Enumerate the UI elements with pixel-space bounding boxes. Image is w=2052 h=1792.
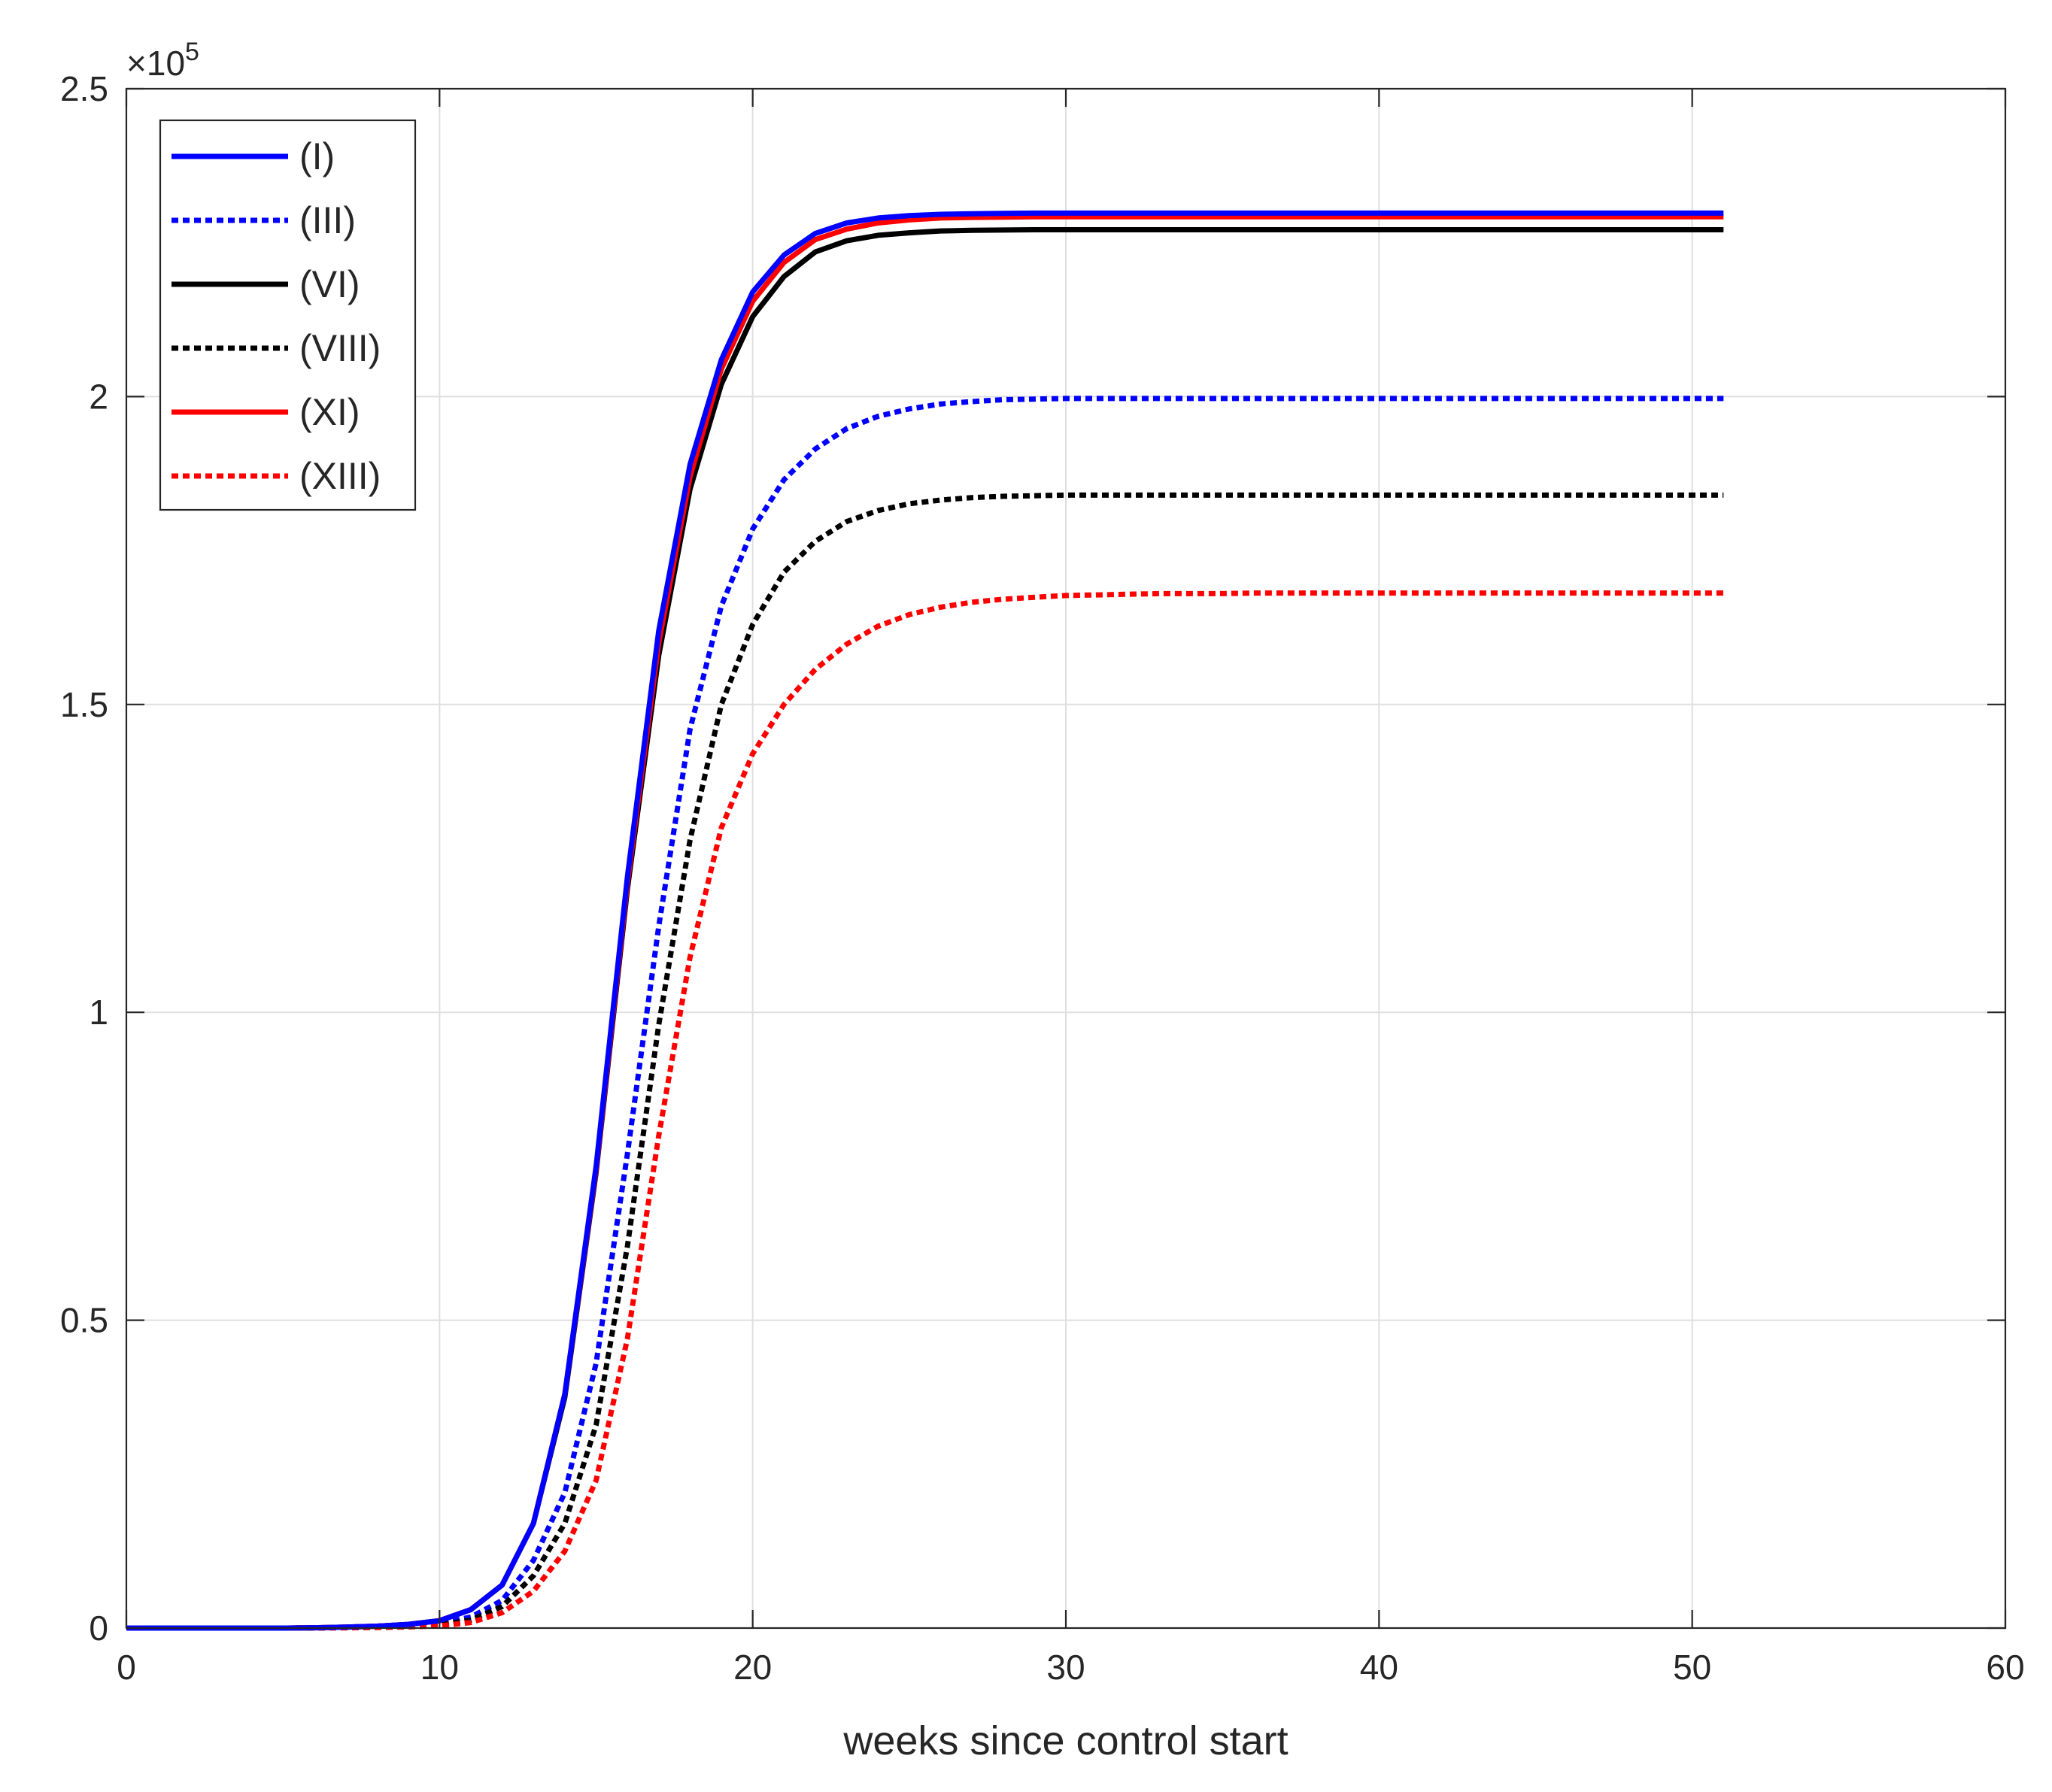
legend-box (159, 119, 417, 511)
x-tick-label: 60 (1986, 1648, 2024, 1687)
y-exponent: ×105 (126, 38, 199, 83)
y-exponent-power: 5 (185, 38, 199, 66)
x-tick-label: 20 (733, 1648, 772, 1687)
y-tick-label: 0 (89, 1609, 108, 1648)
legend: (I) (III) (VI) (VIII) (XI) (XIII) (159, 119, 417, 511)
y-tick-labels: 0 0.5 1 1.5 2 2.5 (60, 69, 108, 1648)
y-tick-label: 1.5 (60, 685, 108, 724)
y-tick-label: 2.5 (60, 69, 108, 108)
legend-label: (III) (299, 199, 356, 241)
x-tick-label: 30 (1046, 1648, 1085, 1687)
x-axis-label: weeks since control start (842, 1718, 1288, 1763)
x-tick-label: 50 (1673, 1648, 1711, 1687)
y-tick-label: 0.5 (60, 1301, 108, 1340)
legend-label: (I) (299, 135, 335, 177)
axis-ticks (125, 87, 2007, 1630)
y-tick-label: 2 (89, 377, 108, 416)
x-tick-labels: 0 10 20 30 40 50 60 (117, 1648, 2024, 1687)
legend-label: (XI) (299, 391, 360, 433)
y-exponent-base: ×10 (126, 44, 185, 83)
x-tick-label: 0 (117, 1648, 136, 1687)
y-tick-label: 1 (89, 993, 108, 1032)
series-lines (126, 210, 1724, 1631)
legend-label: (VI) (299, 263, 360, 305)
series-line (126, 210, 1724, 1631)
x-tick-label: 40 (1360, 1648, 1398, 1687)
legend-label: (VIII) (299, 327, 381, 369)
legend-label: (XIII) (299, 455, 381, 497)
x-tick-label: 10 (420, 1648, 459, 1687)
